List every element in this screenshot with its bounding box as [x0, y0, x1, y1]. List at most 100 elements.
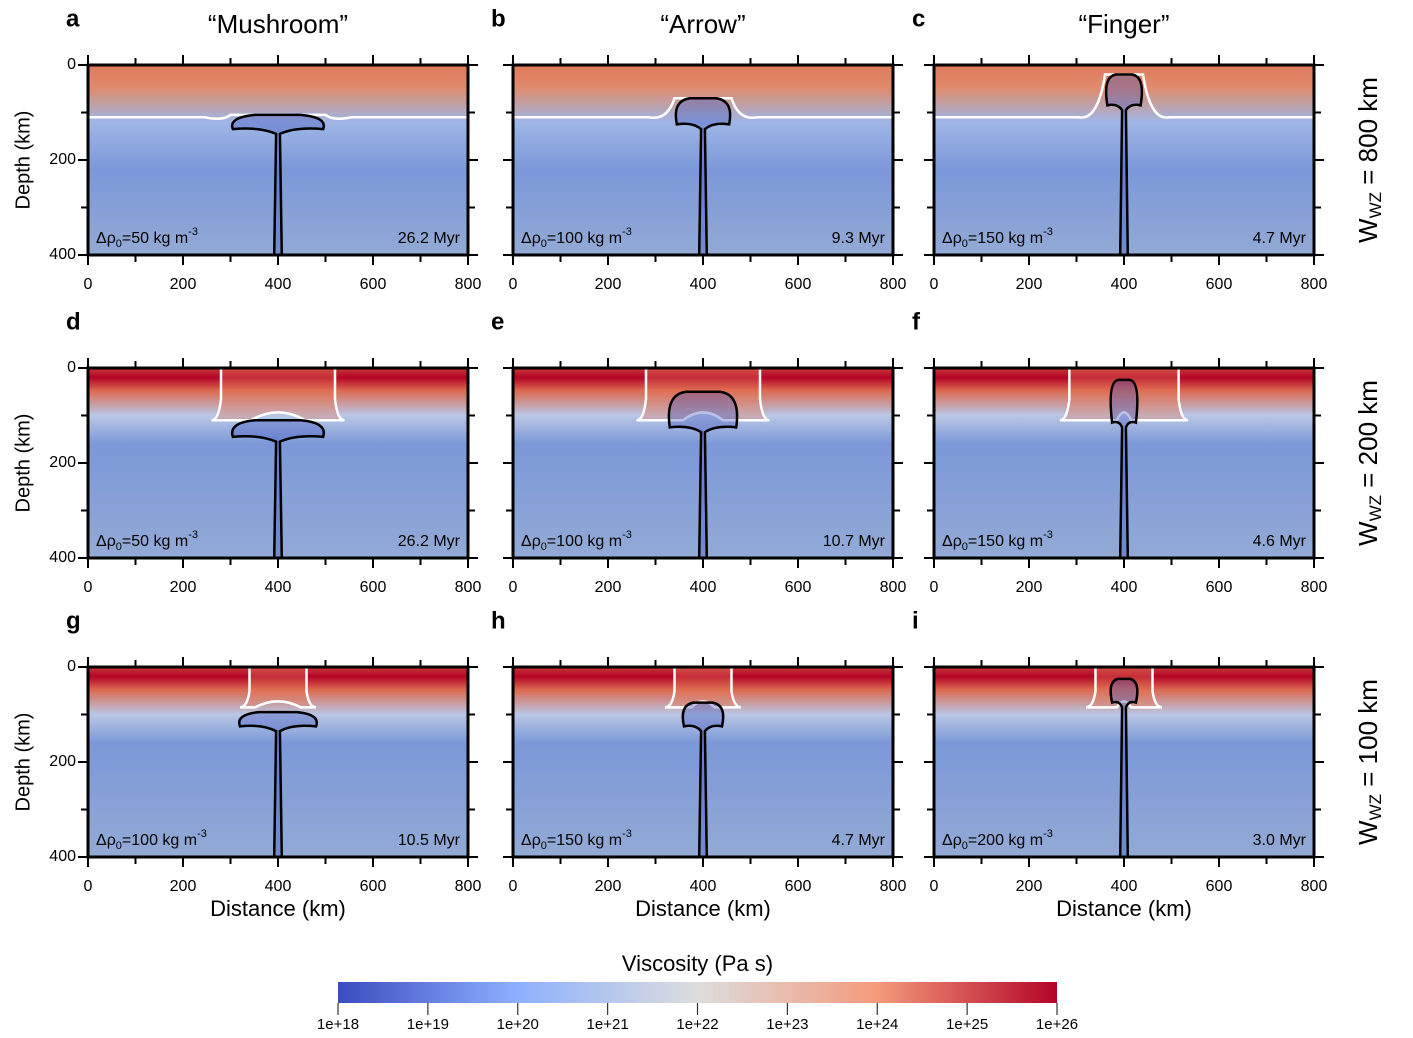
density-subscript: 0: [541, 541, 547, 553]
y-tick-label: 200: [49, 753, 76, 770]
x-tick-label: 600: [785, 276, 812, 293]
panel-letter: g: [66, 607, 81, 634]
colorbar-tick-label: 1e+21: [587, 1016, 629, 1033]
viscosity-field: [88, 667, 468, 857]
row-label-main: W: [1353, 521, 1383, 546]
x-tick-label: 200: [170, 579, 197, 596]
density-contrast: Δρ0=100 kg m-3: [521, 226, 632, 250]
density-text: =150 kg m: [968, 230, 1043, 247]
density-contrast: Δρ0=200 kg m-3: [942, 828, 1053, 852]
x-tick-label: 0: [84, 579, 93, 596]
y-tick-label: 200: [49, 454, 76, 471]
viscosity-field: [88, 65, 468, 255]
colorbar-title: Viscosity (Pa s): [622, 951, 773, 976]
panel-letter: f: [912, 308, 921, 335]
y-tick-label: 400: [49, 848, 76, 865]
y-axis-label: Depth (km): [12, 111, 34, 210]
colorbar-tick-label: 1e+23: [766, 1016, 808, 1033]
y-axis-label: Depth (km): [12, 713, 34, 812]
density-symbol: Δρ: [942, 832, 962, 849]
density-contrast: Δρ0=100 kg m-3: [521, 529, 632, 553]
plume-outline: [674, 97, 732, 256]
panel-letter: c: [912, 5, 925, 32]
x-tick-label: 400: [265, 878, 292, 895]
density-text: =100 kg m: [547, 230, 622, 247]
viscosity-field: [513, 368, 893, 558]
row-label-sub: WZ: [1366, 794, 1385, 820]
contour-white: [1085, 665, 1163, 709]
x-tick-label: 200: [1016, 878, 1043, 895]
density-subscript: 0: [962, 238, 968, 250]
x-tick-label: 400: [265, 579, 292, 596]
x-tick-label: 0: [509, 579, 518, 596]
x-tick-label: 400: [1111, 579, 1138, 596]
row-label: WWZ = 100 km: [1353, 679, 1386, 845]
model-time: 4.6 Myr: [1253, 533, 1307, 550]
row-label-sub: WZ: [1366, 495, 1385, 521]
density-symbol: Δρ: [521, 832, 541, 849]
panel-letter: d: [66, 308, 81, 335]
y-tick-label: 400: [49, 246, 76, 263]
density-superscript: -3: [1043, 529, 1053, 541]
x-tick-label: 600: [1206, 579, 1233, 596]
viscosity-field: [934, 667, 1314, 857]
model-time: 4.7 Myr: [1253, 230, 1307, 247]
density-text: =150 kg m: [968, 533, 1043, 550]
density-text: =150 kg m: [547, 832, 622, 849]
y-tick-label: 0: [67, 56, 76, 73]
x-tick-label: 800: [455, 579, 482, 596]
density-contrast: Δρ0=150 kg m-3: [521, 828, 632, 852]
x-tick-label: 400: [1111, 878, 1138, 895]
density-text: =50 kg m: [122, 533, 188, 550]
viscosity-field: [934, 368, 1314, 558]
x-tick-label: 0: [84, 276, 93, 293]
density-text: =50 kg m: [122, 230, 188, 247]
density-superscript: -3: [622, 529, 632, 541]
contour-white: [664, 665, 742, 709]
density-superscript: -3: [1043, 828, 1053, 840]
colorbar-tick-label: 1e+20: [497, 1016, 539, 1033]
plume-outline: [1109, 677, 1139, 858]
x-tick-label: 800: [880, 276, 907, 293]
plume-outline: [1104, 73, 1144, 256]
x-tick-label: 0: [509, 276, 518, 293]
density-symbol: Δρ: [942, 533, 962, 550]
column-title: “Finger”: [1078, 9, 1169, 39]
row-label-rest: = 100 km: [1353, 679, 1383, 794]
x-tick-label: 800: [455, 276, 482, 293]
x-tick-label: 600: [785, 579, 812, 596]
x-tick-label: 400: [690, 878, 717, 895]
colorbar-tick-label: 1e+18: [317, 1016, 359, 1033]
density-subscript: 0: [541, 840, 547, 852]
x-tick-label: 600: [1206, 276, 1233, 293]
model-time: 3.0 Myr: [1253, 832, 1307, 849]
plume-outline: [1109, 378, 1139, 559]
y-tick-label: 0: [67, 359, 76, 376]
panel-letter: b: [491, 5, 506, 32]
x-tick-label: 200: [1016, 579, 1043, 596]
contour-white: [1059, 366, 1189, 422]
density-subscript: 0: [541, 238, 547, 250]
x-tick-label: 400: [1111, 276, 1138, 293]
model-time: 4.7 Myr: [832, 832, 886, 849]
viscosity-field: [88, 368, 468, 558]
density-symbol: Δρ: [96, 533, 116, 550]
x-tick-label: 800: [1301, 579, 1328, 596]
x-tick-label: 400: [690, 276, 717, 293]
panel-letter: h: [491, 607, 506, 634]
density-text: =200 kg m: [968, 832, 1043, 849]
model-time: 26.2 Myr: [398, 533, 461, 550]
x-tick-label: 200: [595, 276, 622, 293]
panel: 0 200 400 600 800 0 200 400 Depth (km) Distance (…: [12, 607, 481, 920]
x-tick-label: 200: [170, 276, 197, 293]
panel-letter: a: [66, 5, 80, 32]
model-time: 10.5 Myr: [398, 832, 461, 849]
